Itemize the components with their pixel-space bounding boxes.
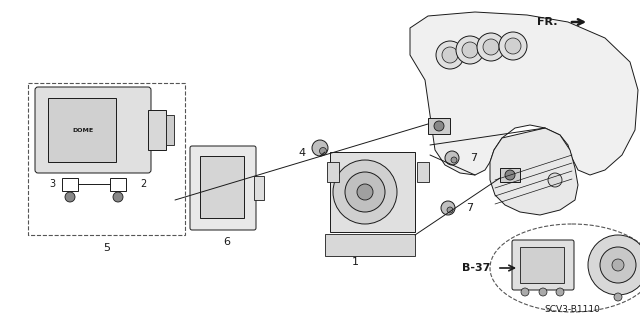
Circle shape bbox=[477, 33, 505, 61]
FancyBboxPatch shape bbox=[190, 146, 256, 230]
Circle shape bbox=[499, 32, 527, 60]
Circle shape bbox=[445, 151, 459, 165]
Circle shape bbox=[505, 38, 521, 54]
Bar bbox=[327, 162, 339, 182]
Circle shape bbox=[357, 184, 373, 200]
FancyBboxPatch shape bbox=[512, 240, 574, 290]
Circle shape bbox=[333, 160, 397, 224]
Circle shape bbox=[462, 42, 478, 58]
Text: 3: 3 bbox=[49, 179, 55, 189]
Text: 6: 6 bbox=[223, 237, 230, 247]
Circle shape bbox=[612, 259, 624, 271]
Circle shape bbox=[521, 288, 529, 296]
Text: 5: 5 bbox=[104, 243, 111, 253]
Bar bbox=[200, 156, 244, 218]
FancyBboxPatch shape bbox=[35, 87, 151, 173]
Circle shape bbox=[548, 173, 562, 187]
Circle shape bbox=[441, 201, 455, 215]
Circle shape bbox=[65, 192, 75, 202]
Text: SCV3-B1110: SCV3-B1110 bbox=[544, 306, 600, 315]
Circle shape bbox=[345, 172, 385, 212]
Text: 7: 7 bbox=[466, 203, 473, 213]
Circle shape bbox=[614, 293, 622, 301]
Circle shape bbox=[442, 47, 458, 63]
Bar bbox=[148, 110, 166, 150]
Circle shape bbox=[451, 157, 457, 163]
Bar bbox=[325, 234, 415, 256]
Text: DOME: DOME bbox=[72, 128, 93, 132]
Polygon shape bbox=[410, 12, 638, 175]
Bar bbox=[428, 118, 450, 134]
Text: 4: 4 bbox=[299, 148, 306, 158]
Text: FR.: FR. bbox=[537, 17, 557, 27]
Bar bbox=[417, 162, 429, 182]
Bar bbox=[48, 98, 116, 162]
Text: B-37: B-37 bbox=[461, 263, 490, 273]
Bar bbox=[500, 168, 520, 182]
Polygon shape bbox=[490, 128, 578, 215]
Bar bbox=[520, 247, 564, 283]
Circle shape bbox=[483, 39, 499, 55]
Circle shape bbox=[588, 235, 640, 295]
Circle shape bbox=[436, 41, 464, 69]
Circle shape bbox=[505, 170, 515, 180]
Circle shape bbox=[113, 192, 123, 202]
Circle shape bbox=[556, 288, 564, 296]
Circle shape bbox=[434, 121, 444, 131]
Text: 2: 2 bbox=[140, 179, 147, 189]
Circle shape bbox=[600, 247, 636, 283]
Bar bbox=[330, 152, 415, 232]
Bar bbox=[62, 178, 78, 191]
Bar bbox=[254, 176, 264, 200]
Circle shape bbox=[319, 147, 326, 154]
Text: 1: 1 bbox=[351, 257, 358, 267]
Circle shape bbox=[539, 288, 547, 296]
Circle shape bbox=[456, 36, 484, 64]
Bar bbox=[110, 178, 126, 191]
Bar bbox=[166, 115, 174, 145]
Text: 7: 7 bbox=[470, 153, 477, 163]
Circle shape bbox=[447, 207, 453, 213]
Circle shape bbox=[312, 140, 328, 156]
